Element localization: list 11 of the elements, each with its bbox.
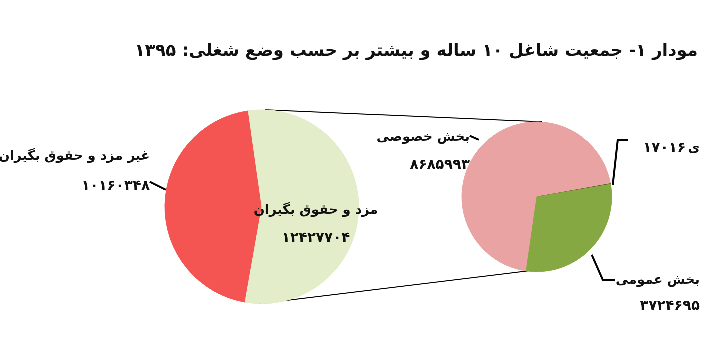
slice-label: غیر مزد و حقوق بگیران bbox=[0, 148, 150, 164]
data-label: ۳۷۲۴۶۹۵ bbox=[640, 298, 700, 314]
slice-label: بخش خصوصی bbox=[376, 130, 470, 145]
data-label: ۱۷۰۱۶ bbox=[643, 140, 686, 156]
slice-label: بخش عمومی bbox=[616, 273, 700, 288]
text: مودار ۱- جمعیت شاغل ۱۰ ساله و بیشتر بر حسب وضع شغلی: ۱۳۹۵ bbox=[134, 41, 698, 61]
data-label: ۸۶۸۵۹۹۳ bbox=[410, 157, 470, 173]
data-label: ۱۰۱۶۰۳۴۸ bbox=[82, 178, 150, 194]
pie-slice bbox=[526, 184, 612, 272]
data-label: ۱۲۴۲۷۷۰۴ bbox=[282, 230, 351, 246]
slice-label: ی bbox=[688, 141, 700, 156]
